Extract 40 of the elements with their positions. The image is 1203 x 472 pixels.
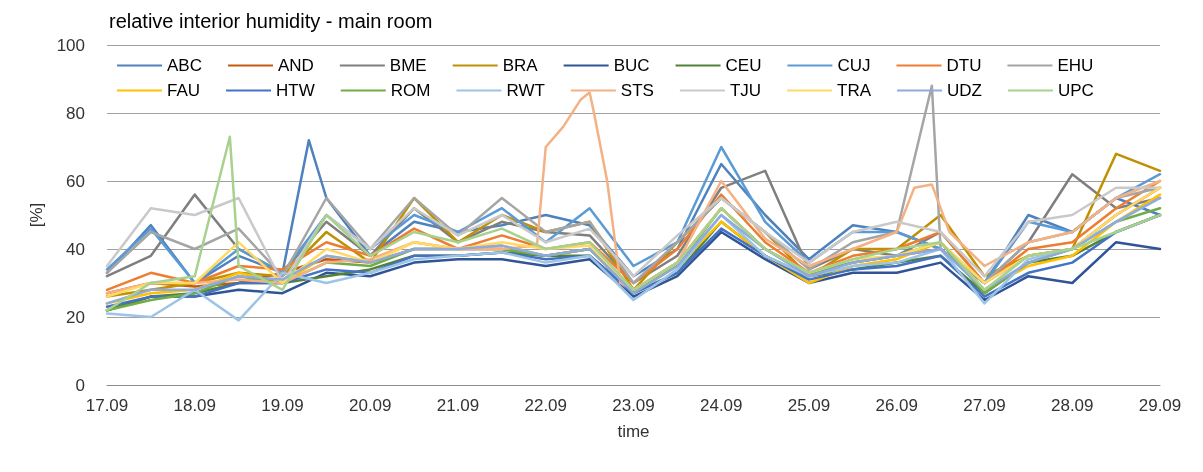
y-tick-label: 40 [66, 239, 85, 259]
legend-label: UDZ [947, 81, 983, 100]
x-tick-label: 27.09 [963, 396, 1006, 415]
x-tick-label: 26.09 [875, 396, 919, 415]
legend-label: HTW [276, 81, 315, 100]
x-tick-label: 21.09 [436, 396, 480, 415]
y-tick-label: 80 [66, 103, 85, 123]
y-tick-label: 100 [56, 35, 85, 55]
legend-label: CUJ [837, 56, 871, 75]
chart-title: relative interior humidity - main room [109, 10, 433, 32]
x-tick-label: 20.09 [348, 396, 392, 415]
legend-label: BME [389, 56, 427, 75]
legend-label: TRA [837, 81, 872, 100]
x-tick-label: 24.09 [699, 396, 743, 415]
legend-label: EHU [1057, 56, 1094, 75]
x-tick-label: 19.09 [261, 396, 304, 415]
legend-label: CEU [725, 56, 762, 75]
legend-label: UPC [1057, 81, 1094, 100]
legend-label: RWT [506, 81, 545, 100]
legend-label: FAU [167, 81, 201, 100]
legend-label: BUC [613, 56, 650, 75]
legend-label: ROM [390, 81, 431, 100]
y-tick-label: 60 [66, 171, 85, 191]
legend-label: ABC [167, 56, 202, 75]
x-tick-label: 17.09 [85, 396, 129, 415]
y-axis-title: [%] [27, 202, 46, 228]
x-tick-label: 25.09 [787, 396, 831, 415]
legend-label: DTU [946, 56, 982, 75]
x-tick-label: 29.09 [1138, 396, 1182, 415]
x-tick-label: 28.09 [1050, 396, 1094, 415]
legend-label: AND [277, 56, 314, 75]
x-tick-label: 22.09 [524, 396, 568, 415]
legend-label: BRA [502, 56, 539, 75]
legend-label: STS [620, 81, 654, 100]
x-axis-title: time [617, 422, 650, 441]
y-tick-label: 0 [75, 375, 85, 395]
x-tick-label: 23.09 [612, 396, 655, 415]
y-tick-label: 20 [66, 307, 85, 327]
legend-label: TJU [729, 81, 762, 100]
x-tick-label: 18.09 [173, 396, 217, 415]
